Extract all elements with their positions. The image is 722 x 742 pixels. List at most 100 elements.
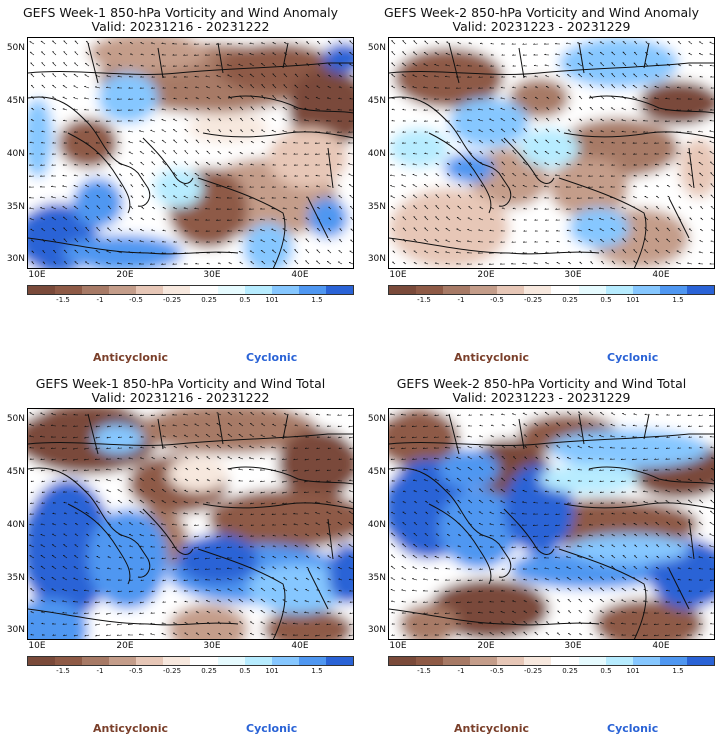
longitude-label: 40E bbox=[291, 641, 309, 651]
colorbar-swatch bbox=[659, 286, 687, 294]
vorticity-shade bbox=[639, 81, 714, 125]
vorticity-shade bbox=[394, 48, 504, 108]
colorbar-swatch bbox=[605, 657, 633, 665]
longitude-label: 20E bbox=[116, 641, 134, 651]
latitude-label: 35N bbox=[367, 573, 386, 583]
vorticity-shade bbox=[519, 128, 579, 168]
vorticity-shade bbox=[439, 489, 519, 569]
panel-valid-dates: Valid: 20231223 - 20231229 bbox=[452, 19, 631, 34]
coastline bbox=[563, 502, 714, 510]
colorbar-swatch bbox=[244, 657, 272, 665]
coastline bbox=[389, 96, 512, 207]
coastline bbox=[28, 96, 151, 207]
coastline bbox=[389, 62, 714, 75]
coastline bbox=[67, 503, 131, 585]
panel-week1-total: GEFS Week-1 850-hPa Vorticity and Wind T… bbox=[0, 371, 361, 742]
longitude-label: 10E bbox=[389, 641, 407, 651]
coastline bbox=[503, 508, 555, 555]
colorbar-tick-label: 1.5 bbox=[672, 667, 684, 675]
latitude-label: 45N bbox=[6, 467, 25, 477]
longitude-label: 40E bbox=[652, 641, 670, 651]
coastline bbox=[503, 137, 555, 184]
colorbar-tick-label: -1 bbox=[96, 296, 104, 304]
colorbar-tick-label: 0.5 bbox=[239, 667, 251, 675]
vorticity-shade bbox=[248, 564, 348, 614]
coastline bbox=[28, 433, 353, 446]
coastline bbox=[428, 132, 492, 214]
vorticity-shade bbox=[268, 128, 348, 188]
longitude-label: 30E bbox=[203, 270, 221, 280]
colorbar-swatch bbox=[109, 657, 137, 665]
map-canvas bbox=[389, 38, 714, 268]
vorticity-shade bbox=[138, 409, 318, 454]
coastline bbox=[448, 413, 695, 610]
colorbar-tick-label: 0.5 bbox=[600, 296, 612, 304]
latitude-label: 30N bbox=[367, 254, 386, 264]
vorticity-shade bbox=[178, 534, 258, 584]
colorbar-swatch bbox=[470, 657, 498, 665]
colorbar-swatch bbox=[632, 657, 660, 665]
vorticity-shade bbox=[28, 599, 88, 639]
vorticity-shade bbox=[569, 208, 629, 248]
colorbar-tick-label: -0.5 bbox=[129, 296, 143, 304]
latitude-label: 50N bbox=[367, 414, 386, 424]
latitude-label: 40N bbox=[367, 149, 386, 159]
colorbar-tick-label: -1 bbox=[457, 667, 465, 675]
latitude-label: 50N bbox=[6, 43, 25, 53]
coastline bbox=[142, 137, 194, 184]
latitude-label: 30N bbox=[6, 625, 25, 635]
coastline bbox=[28, 62, 353, 75]
colorbar-tick-label: -0.25 bbox=[162, 296, 182, 304]
vorticity-map bbox=[388, 408, 715, 640]
vorticity-shade bbox=[439, 449, 499, 489]
vorticity-shade bbox=[93, 424, 143, 454]
colorbar-swatch bbox=[325, 286, 353, 294]
anticyclonic-label: Anticyclonic bbox=[454, 722, 530, 735]
colorbar bbox=[388, 656, 715, 666]
colorbar-tick-label: -1 bbox=[96, 667, 104, 675]
vorticity-shade bbox=[188, 113, 268, 143]
colorbar-tick-label: -0.25 bbox=[523, 296, 543, 304]
longitude-label: 10E bbox=[28, 270, 46, 280]
vorticity-shade bbox=[88, 38, 208, 73]
colorbar-swatch bbox=[389, 286, 417, 294]
colorbar-swatch bbox=[578, 657, 606, 665]
longitude-label: 30E bbox=[203, 641, 221, 651]
longitude-label: 40E bbox=[652, 270, 670, 280]
vorticity-shade bbox=[308, 198, 348, 238]
coastline bbox=[28, 467, 151, 578]
cyclonic-label: Cyclonic bbox=[246, 351, 298, 364]
colorbar bbox=[27, 656, 354, 666]
colorbar-ticks: -1.5 -1 -0.5 -0.25 0.25 0.5 101 1.5 bbox=[27, 667, 354, 679]
colorbar-swatch bbox=[659, 657, 687, 665]
coastline bbox=[558, 548, 647, 639]
colorbar-swatch bbox=[190, 286, 218, 294]
colorbar-ticks: -1.5 -1 -0.5 -0.25 0.25 0.5 101 1.5 bbox=[388, 667, 715, 679]
coastline bbox=[428, 503, 492, 585]
colorbar-swatch bbox=[55, 657, 83, 665]
colorbar-tick-label: 0.5 bbox=[239, 296, 251, 304]
vorticity-shade bbox=[88, 509, 168, 609]
cyclonic-label: Cyclonic bbox=[246, 722, 298, 735]
vorticity-shade bbox=[549, 429, 709, 469]
coastline bbox=[87, 413, 334, 610]
coastline bbox=[389, 433, 714, 446]
colorbar-tick-label: -0.5 bbox=[490, 667, 504, 675]
coastline bbox=[563, 131, 714, 139]
panel-valid-dates: Valid: 20231216 - 20231222 bbox=[91, 19, 270, 34]
colorbar-tick-label: 101 bbox=[265, 296, 279, 304]
panel-title: GEFS Week-2 850-hPa Vorticity and Wind A… bbox=[383, 5, 700, 20]
colorbar-tick-label: 0.25 bbox=[562, 667, 578, 675]
vorticity-shade bbox=[28, 479, 113, 619]
vorticity-shade bbox=[594, 599, 704, 639]
wind-vectors bbox=[29, 412, 353, 637]
longitude-label: 20E bbox=[116, 270, 134, 280]
coastline bbox=[67, 132, 131, 214]
vorticity-map bbox=[388, 37, 715, 269]
latitude-label: 45N bbox=[6, 96, 25, 106]
colorbar-tick-label: 0.5 bbox=[600, 667, 612, 675]
colorbar-swatch bbox=[55, 286, 83, 294]
vorticity-map bbox=[27, 408, 354, 640]
colorbar-swatch bbox=[298, 286, 326, 294]
vorticity-shade bbox=[389, 128, 449, 168]
